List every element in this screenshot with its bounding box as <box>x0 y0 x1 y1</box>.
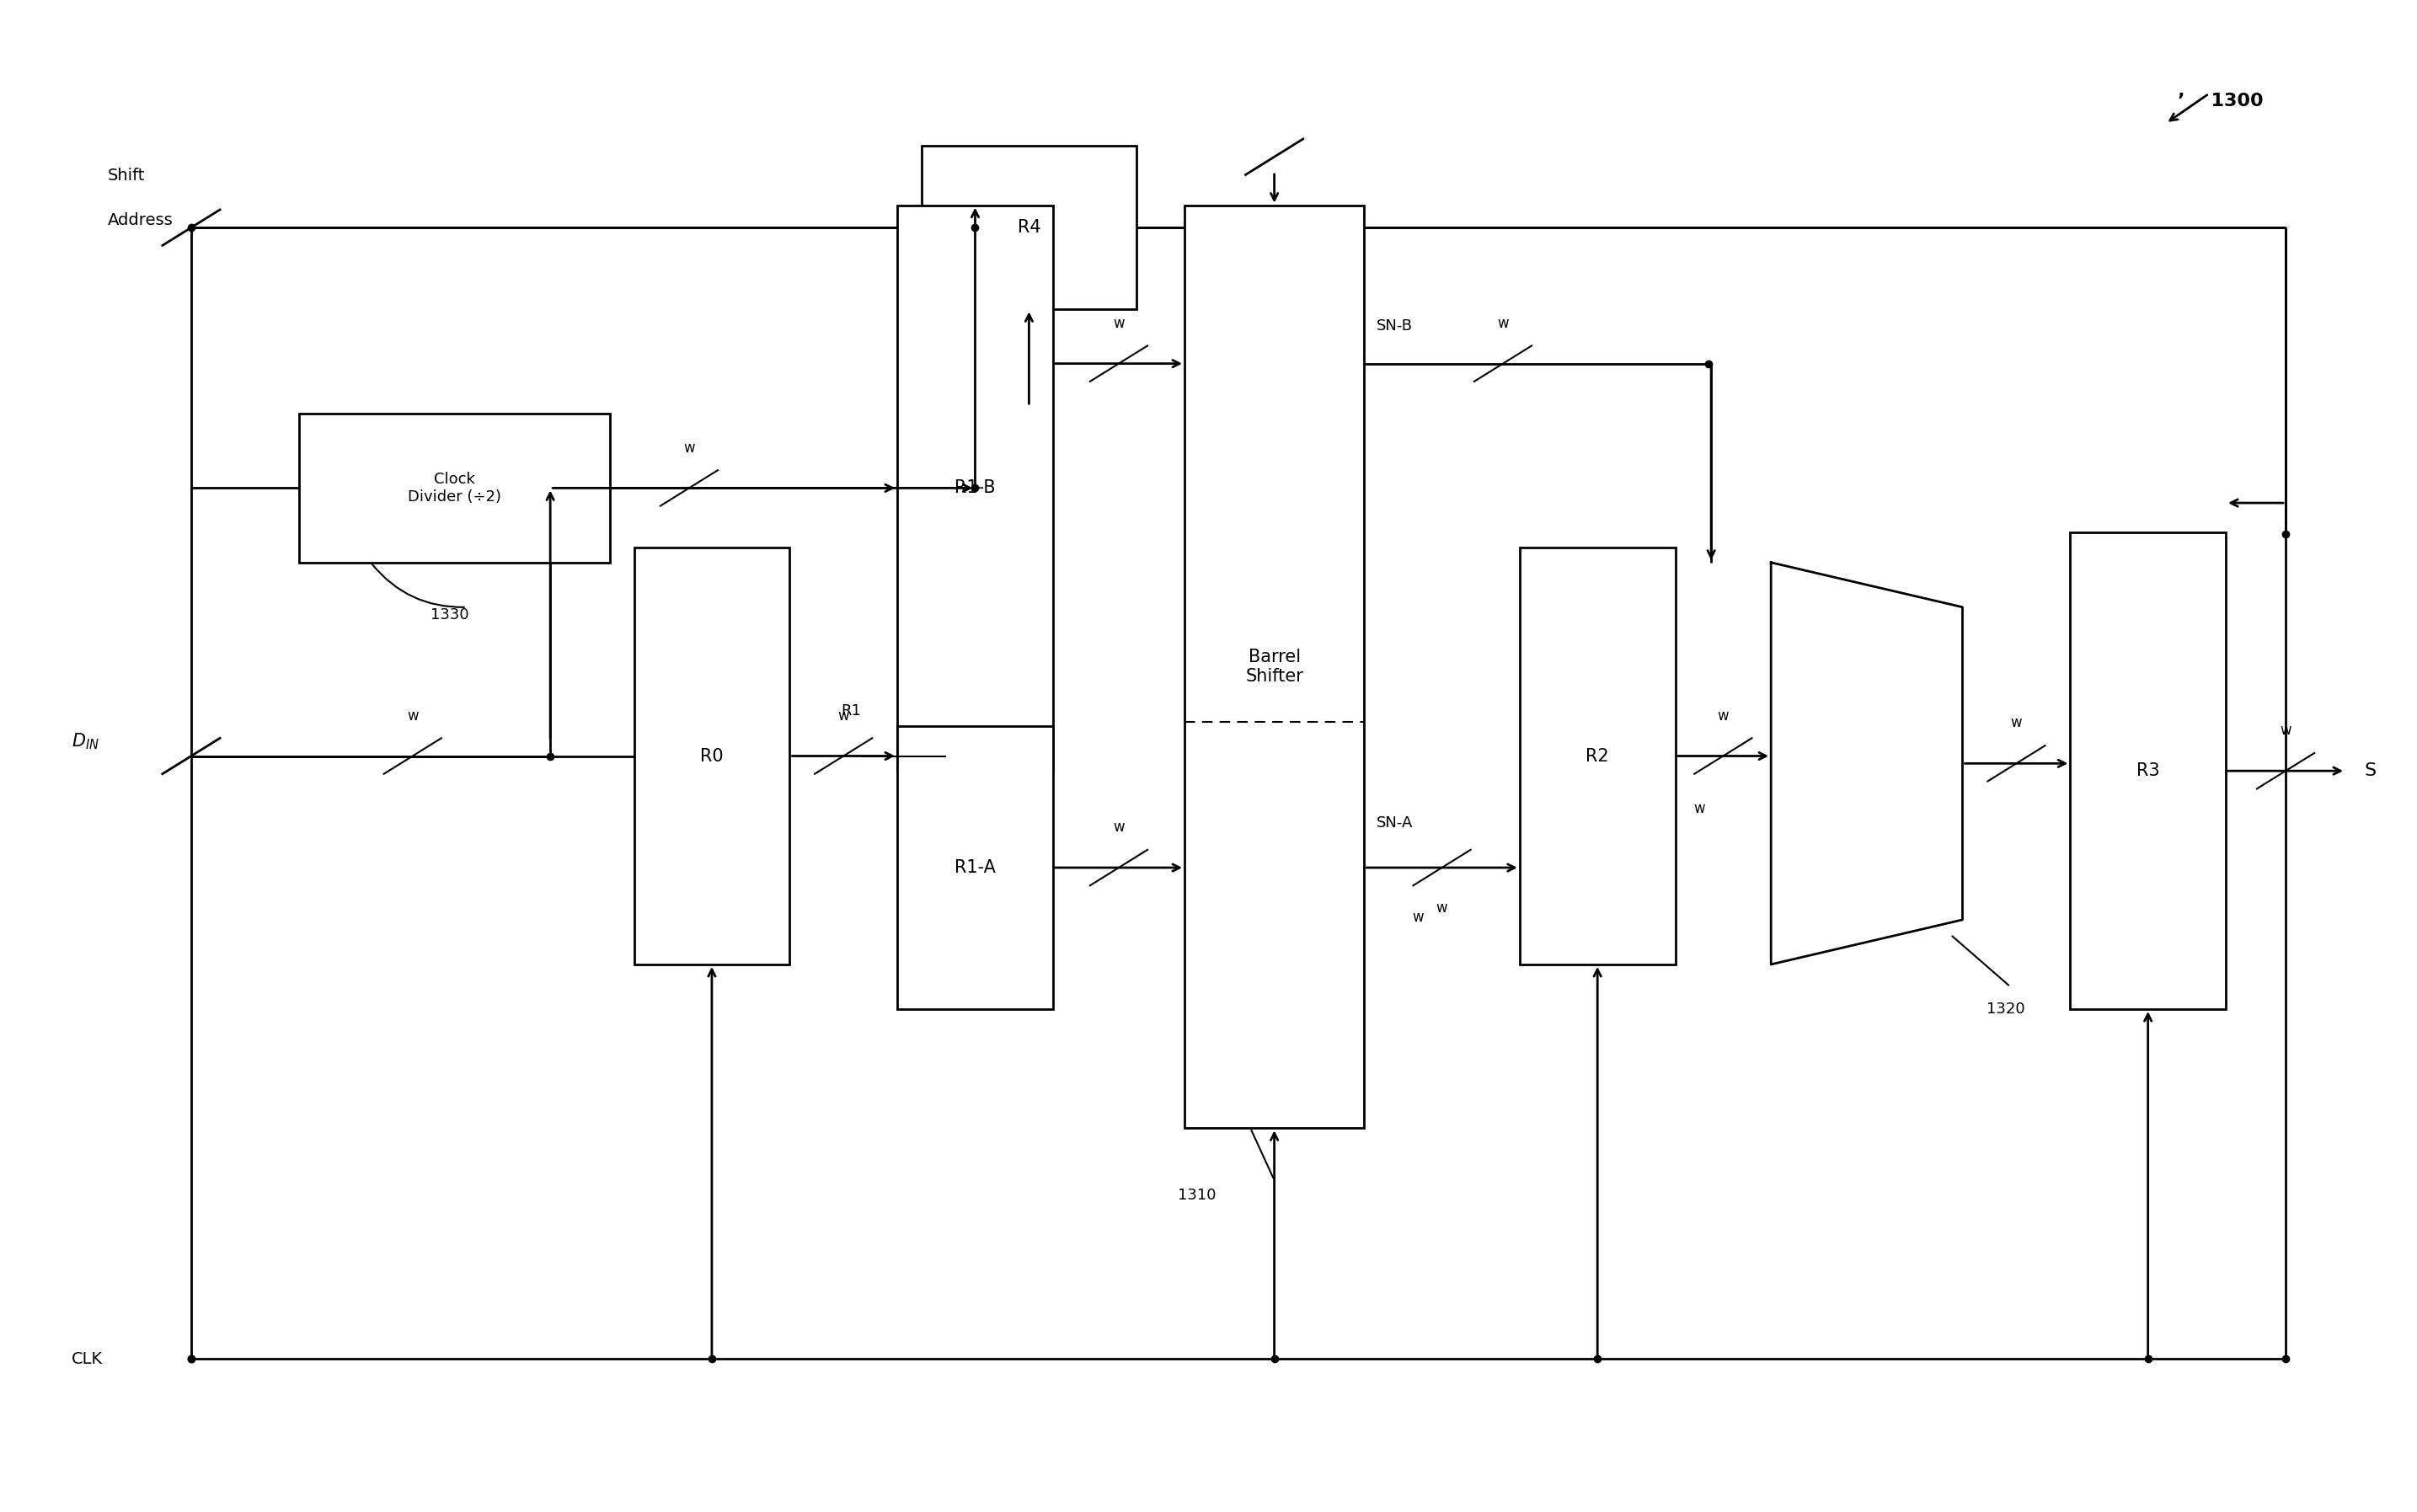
Text: w: w <box>1436 900 1448 916</box>
Text: Address: Address <box>106 212 174 228</box>
Text: R1-B: R1-B <box>955 479 996 496</box>
Text: Barrel
Shifter: Barrel Shifter <box>1245 649 1303 685</box>
Text: R2: R2 <box>1586 747 1610 765</box>
Bar <box>300 414 609 562</box>
Bar <box>897 206 1054 771</box>
Text: R3: R3 <box>2137 762 2161 779</box>
Text: Clock
Divider (÷2): Clock Divider (÷2) <box>408 472 500 505</box>
Bar <box>897 726 1054 1009</box>
Text: w: w <box>839 708 848 723</box>
Text: w: w <box>684 440 694 455</box>
Text: S: S <box>2364 762 2376 779</box>
Text: w: w <box>1718 708 1728 723</box>
Bar <box>1520 547 1675 965</box>
Text: $D_{IN}$: $D_{IN}$ <box>73 732 99 751</box>
Text: w: w <box>1112 820 1124 835</box>
Text: w: w <box>2279 723 2291 738</box>
Text: ’  1300: ’ 1300 <box>2178 92 2265 109</box>
Text: Shift: Shift <box>106 168 145 183</box>
Text: SN-B: SN-B <box>1375 319 1412 334</box>
Text: 1330: 1330 <box>430 606 469 621</box>
Bar <box>633 547 790 965</box>
Text: 1320: 1320 <box>1987 1001 2025 1016</box>
Text: R1-A: R1-A <box>955 859 996 875</box>
Bar <box>921 145 1136 310</box>
Text: w: w <box>1412 909 1424 924</box>
Bar <box>2071 532 2226 1009</box>
Text: R1: R1 <box>841 703 860 718</box>
Text: R4: R4 <box>1018 219 1042 236</box>
Text: w: w <box>1112 316 1124 331</box>
Text: w: w <box>2011 715 2023 730</box>
Text: SN-A: SN-A <box>1375 815 1412 830</box>
Text: R0: R0 <box>701 747 723 765</box>
Text: w: w <box>1694 801 1704 816</box>
Text: w: w <box>1496 316 1508 331</box>
Text: 1310: 1310 <box>1177 1188 1216 1204</box>
Bar <box>1184 206 1363 1128</box>
Text: w: w <box>406 708 418 723</box>
Text: CLK: CLK <box>73 1350 104 1367</box>
